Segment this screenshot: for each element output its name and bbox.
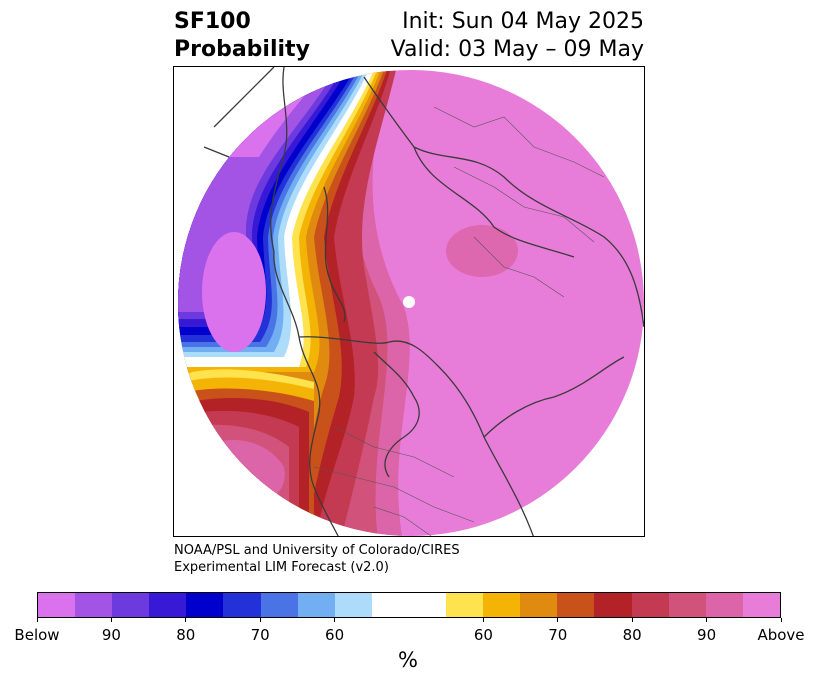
colorbar-tick-label: 90 [697,626,717,644]
colorbar-swatch [223,593,261,617]
credit-line-2: Experimental LIM Forecast (v2.0) [174,560,389,575]
colorbar-swatch [668,593,706,617]
coastlines [203,67,644,536]
colorbar-swatch [446,593,484,617]
eurasia-above-patch [446,225,518,277]
colorbar-swatch [297,593,335,617]
colorbar-tickmark [36,618,38,622]
colorbar-tickmark [631,618,633,622]
colorbar-tick-label: 80 [176,626,196,644]
map-title: SF100 Probability [174,8,310,64]
below-core [202,232,266,352]
probability-field [178,70,644,536]
colorbar-swatch [594,593,632,617]
title-variable: Probability [174,37,310,62]
map-canvas [178,67,644,536]
colorbar-tickmark [706,618,708,622]
colorbar-swatch [742,593,780,617]
colorbar-swatch [371,593,409,617]
colorbar-tick-label: 90 [101,626,121,644]
credit-line-1: NOAA/PSL and University of Colorado/CIRE… [174,543,460,558]
colorbar-tickmark [185,618,187,622]
colorbar-tick-label: 70 [548,626,568,644]
title-product: SF100 [174,9,251,34]
colorbar-tickmark [482,618,484,622]
colorbar-swatch [75,593,113,617]
forecast-dates: Init: Sun 04 May 2025 Valid: 03 May – 09… [391,8,644,64]
colorbar-swatch [557,593,595,617]
colorbar-swatch [260,593,298,617]
political-borders [313,106,605,536]
colorbar-unit: % [398,648,418,672]
colorbar-tick-label: 60 [473,626,493,644]
colorbar-swatch [334,593,372,617]
colorbar-swatch [483,593,521,617]
colorbar-tick-label: Below [14,626,60,644]
pole-marker [403,296,415,308]
colorbar-swatch [631,593,669,617]
colorbar-swatch [149,593,187,617]
colorbar-tickmark [557,618,559,622]
colorbar-tickmark [110,618,112,622]
colorbar-swatch [112,593,150,617]
colorbar-swatch [520,593,558,617]
colorbar-tick-label: Above [757,626,805,644]
valid-dates: Valid: 03 May – 09 May [390,37,644,62]
colorbar-swatch [705,593,743,617]
probability-map [173,66,645,537]
colorbar-swatch [186,593,224,617]
colorbar-tickmark [334,618,336,622]
colorbar-tickmark [780,618,782,622]
colorbar-swatch [408,593,447,617]
colorbar [37,592,781,618]
colorbar-swatch [38,593,76,617]
colorbar-tick-label: 80 [622,626,642,644]
credit-text: NOAA/PSL and University of Colorado/CIRE… [174,542,460,576]
colorbar-tickmark [259,618,261,622]
init-date: Init: Sun 04 May 2025 [402,9,644,34]
colorbar-tick-label: 70 [250,626,270,644]
colorbar-tick-label: 60 [325,626,345,644]
